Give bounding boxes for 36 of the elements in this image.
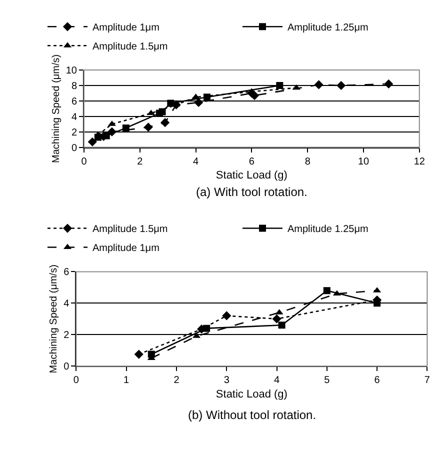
y-tick-label: 8: [71, 81, 78, 92]
y-tick-label: 4: [71, 112, 78, 123]
x-tick-label: 6: [248, 156, 255, 168]
x-tick-label: 7: [424, 375, 430, 386]
x-tick-label: 8: [304, 156, 311, 168]
legend-label: Amplitude 1.5μm: [92, 42, 168, 53]
x-tick-label: 1: [124, 375, 130, 386]
y-axis-title: Machining Speed (μm/s): [50, 54, 62, 163]
x-tick-label: 2: [137, 156, 144, 168]
y-tick-label: 0: [71, 142, 78, 154]
y-tick-label: 4: [64, 298, 70, 310]
x-tick-label: 12: [414, 156, 426, 168]
y-tick-label: 6: [64, 267, 70, 278]
y-tick-label: 6: [71, 96, 78, 108]
x-tick-label: 10: [358, 156, 370, 168]
x-tick-label: 0: [81, 156, 88, 168]
legend-label: Amplitude 1.25μm: [288, 224, 368, 236]
legend-label: Amplitude 1.25μm: [288, 22, 368, 34]
y-tick-label: 2: [71, 127, 78, 138]
legend-label: Amplitude 1.5μm: [92, 224, 168, 236]
text: (b) Without tool rotation.: [188, 408, 316, 422]
y-tick-label: 10: [66, 66, 78, 77]
x-tick-label: 4: [274, 375, 280, 386]
x-tick-label: 3: [224, 375, 230, 386]
x-tick-label: 2: [174, 375, 180, 386]
x-axis-title: Static Load (g): [216, 169, 288, 182]
x-tick-label: 5: [324, 375, 330, 386]
y-axis-title: Machining Speed (μm/s): [48, 264, 60, 374]
y-tick-label: 0: [64, 362, 70, 373]
y-tick-label: 2: [64, 330, 70, 342]
x-tick-label: 4: [193, 156, 200, 168]
text: (a) With tool rotation.: [196, 185, 308, 199]
x-axis-title: Static Load (g): [216, 388, 288, 400]
legend-label: Amplitude 1μm: [92, 22, 160, 34]
x-tick-label: 6: [374, 375, 380, 386]
legend-label: Amplitude 1μm: [92, 243, 160, 254]
